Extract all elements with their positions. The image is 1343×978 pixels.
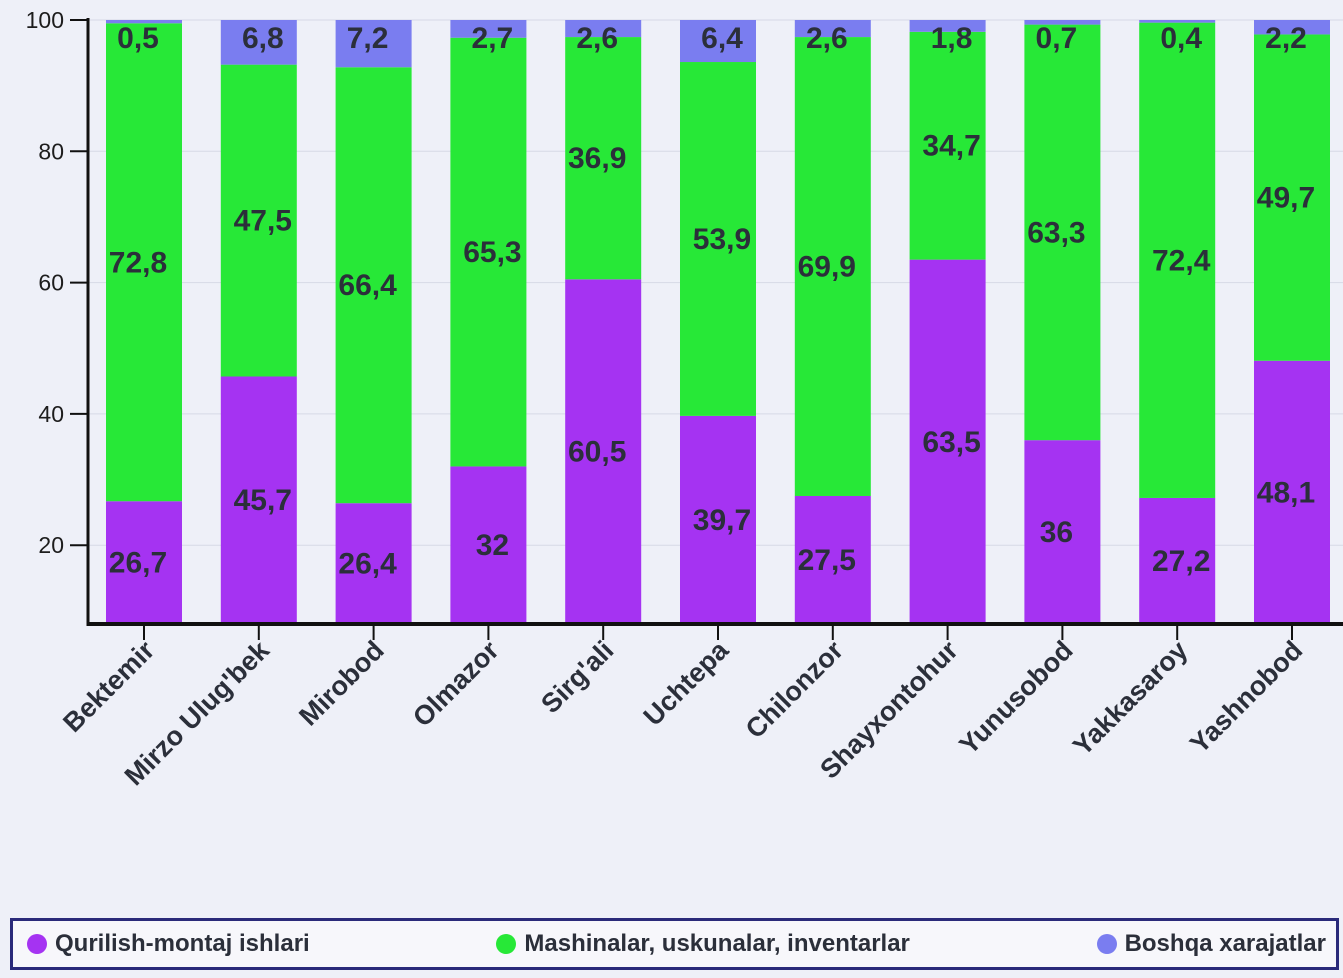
- bar-segment: [1254, 20, 1330, 35]
- data-label: 39,7: [693, 504, 751, 537]
- bar-segment: [220, 20, 297, 65]
- data-label: 34,7: [922, 130, 980, 163]
- y-tick-label: 40: [38, 401, 64, 427]
- bar-segment: [335, 503, 412, 624]
- data-label: 2,6: [576, 22, 618, 55]
- bar-segment: [106, 20, 182, 24]
- data-label: 47,5: [234, 205, 292, 238]
- data-label: 26,4: [338, 548, 397, 581]
- data-label: 2,6: [806, 22, 848, 55]
- data-label: 60,5: [568, 436, 626, 469]
- bar-segment: [450, 37, 527, 467]
- data-label: 63,3: [1027, 216, 1085, 249]
- bar-segment: [794, 20, 871, 38]
- bar-segment: [106, 501, 182, 624]
- bar-segment: [335, 20, 412, 68]
- data-label: 26,7: [109, 547, 167, 580]
- bar-segment: [1024, 440, 1101, 624]
- bar-segment: [680, 62, 756, 416]
- bar-segment: [220, 64, 297, 377]
- bar-segment: [794, 37, 871, 496]
- data-label: 1,8: [931, 22, 973, 55]
- y-tick-label: 80: [38, 138, 64, 164]
- bar-segment: [565, 20, 642, 38]
- data-label: 69,9: [798, 251, 856, 284]
- data-label: 72,8: [109, 246, 167, 279]
- x-tick-label: Chilonzor: [740, 635, 850, 745]
- bar-segment: [909, 31, 986, 260]
- x-tick-label: Mirobod: [293, 635, 390, 732]
- x-tick-label: Yakkasaroy: [1067, 635, 1193, 761]
- data-label: 72,4: [1152, 244, 1211, 277]
- data-label: 27,5: [798, 544, 856, 577]
- bar-segment: [565, 37, 642, 280]
- legend-label-boshqa: Boshqa xarajatlar: [1124, 930, 1326, 957]
- data-label: 65,3: [463, 236, 521, 269]
- y-tick-label: 100: [26, 7, 64, 33]
- bar-segment: [450, 20, 527, 38]
- data-label: 66,4: [338, 269, 397, 302]
- data-label: 2,2: [1265, 22, 1307, 55]
- y-tick-label: 60: [38, 270, 64, 296]
- bar-segment: [220, 376, 297, 624]
- bar-segment: [106, 23, 182, 502]
- bar-segment: [1254, 34, 1330, 361]
- data-label: 45,7: [234, 484, 292, 517]
- legend-swatch-boshqa: [1096, 934, 1117, 954]
- data-label: 49,7: [1257, 182, 1315, 215]
- data-label: 0,7: [1036, 22, 1078, 55]
- legend-label-mashinalar: Mashinalar, uskunalar, inventarlar: [524, 930, 910, 957]
- x-tick-label: Uchtepa: [638, 634, 735, 731]
- bar-segment: [335, 67, 412, 504]
- bar-segment: [1024, 24, 1101, 441]
- legend-item-boshqa: Boshqa xarajatlar: [1096, 930, 1326, 958]
- data-label: 53,9: [693, 223, 751, 256]
- data-label: 63,5: [922, 426, 980, 459]
- bar-segment: [1254, 360, 1330, 624]
- data-label: 6,8: [242, 22, 284, 55]
- bar-segment: [909, 20, 986, 32]
- bar-segment: [450, 466, 527, 624]
- bar-segment: [909, 259, 986, 624]
- data-label: 0,4: [1160, 22, 1202, 55]
- bar-segment: [1024, 20, 1101, 25]
- x-tick-label: Yunusobod: [953, 635, 1078, 760]
- legend-swatch-mashinalar: [496, 934, 517, 954]
- bar-segment: [680, 415, 756, 624]
- legend-label-qurilish: Qurilish-montaj ishlari: [55, 930, 310, 957]
- data-label: 7,2: [347, 22, 389, 55]
- data-label: 36: [1040, 516, 1073, 549]
- bar-segment: [680, 20, 756, 63]
- bar-segment: [794, 495, 871, 624]
- data-label: 2,7: [472, 22, 514, 55]
- legend-item-mashinalar: Mashinalar, uskunalar, inventarlar: [496, 930, 910, 958]
- data-label: 6,4: [701, 22, 743, 55]
- data-label: 48,1: [1257, 476, 1315, 509]
- x-tick-label: Sirg'ali: [535, 635, 619, 719]
- x-tick-label: Yashnobod: [1184, 635, 1308, 759]
- data-label: 36,9: [568, 142, 626, 175]
- legend-item-qurilish: Qurilish-montaj ishlari: [27, 930, 310, 958]
- data-label: 0,5: [117, 22, 159, 55]
- bar-segment: [1139, 22, 1216, 498]
- y-tick-label: 20: [38, 532, 64, 558]
- legend-swatch-qurilish: [27, 934, 47, 954]
- bar-segment: [1139, 20, 1216, 23]
- bar-segment: [1139, 497, 1216, 624]
- data-label: 27,2: [1152, 545, 1210, 578]
- x-tick-label: Bektemir: [57, 635, 160, 738]
- bar-segment: [565, 279, 642, 624]
- legend: Qurilish-montaj ishlari Mashinalar, usku…: [10, 918, 1339, 970]
- data-label: 32: [476, 529, 509, 562]
- x-tick-label: Olmazor: [407, 635, 505, 733]
